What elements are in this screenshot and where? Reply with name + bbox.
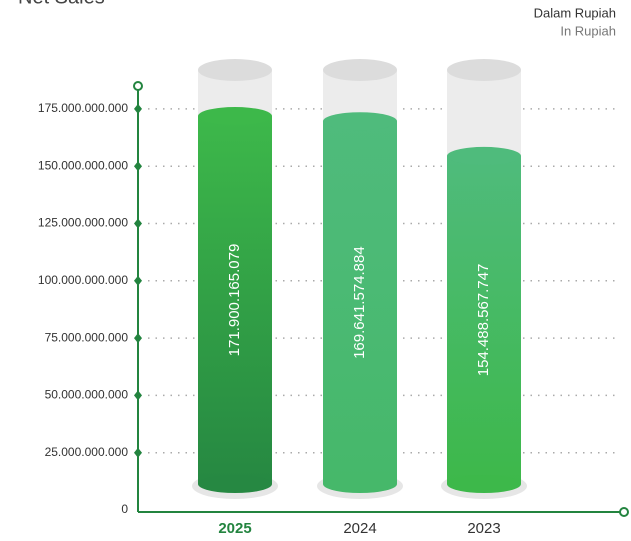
y-tick-label: 100.000.000.000 xyxy=(38,273,128,287)
bar-base xyxy=(323,475,397,493)
bar-base xyxy=(447,475,521,493)
tick-marker xyxy=(134,333,142,344)
value-label: 171.900.165.079 xyxy=(226,244,243,357)
tick-marker xyxy=(134,447,142,458)
tick-marker xyxy=(134,275,142,286)
bars xyxy=(192,59,527,499)
tick-marker xyxy=(134,161,142,172)
x-tick-label: 2024 xyxy=(343,520,376,537)
subtitle-en: In Rupiah xyxy=(560,23,616,38)
y-tick-label: 0 xyxy=(121,502,128,516)
chart-title: Net Sales xyxy=(18,0,105,8)
y-tick-label: 175.000.000.000 xyxy=(38,101,128,115)
axis-end xyxy=(133,81,143,91)
x-tick-label: 2025 xyxy=(218,520,251,537)
bar-track-cap xyxy=(447,59,521,81)
axis-end xyxy=(619,507,629,517)
subtitle: Dalam Rupiah xyxy=(534,5,616,20)
bar xyxy=(323,121,397,484)
labels: 0 25.000.000.000 50.000.000.000 75.000.000.… xyxy=(38,101,501,537)
bar xyxy=(447,155,521,485)
y-tick-label: 150.000.000.000 xyxy=(38,158,128,172)
x-tick-label: 2023 xyxy=(467,520,500,537)
value-label: 169.641.574.884 xyxy=(351,246,368,359)
bar-cap xyxy=(447,146,521,165)
tick-marker xyxy=(134,218,142,229)
bar-cap xyxy=(323,112,397,131)
bar-track-cap xyxy=(198,59,272,81)
bar-cap xyxy=(198,107,272,126)
bar-track-cap xyxy=(323,59,397,81)
y-tick-label: 25.000.000.000 xyxy=(45,445,129,459)
y-tick-label: 75.000.000.000 xyxy=(45,330,129,344)
tick-marker xyxy=(134,103,142,114)
bar xyxy=(198,116,272,484)
y-tick-label: 50.000.000.000 xyxy=(45,388,129,402)
y-tick-label: 125.000.000.000 xyxy=(38,216,128,230)
value-label: 154.488.567.747 xyxy=(475,264,492,377)
bar-base xyxy=(198,475,272,493)
tick-marker xyxy=(134,390,142,401)
